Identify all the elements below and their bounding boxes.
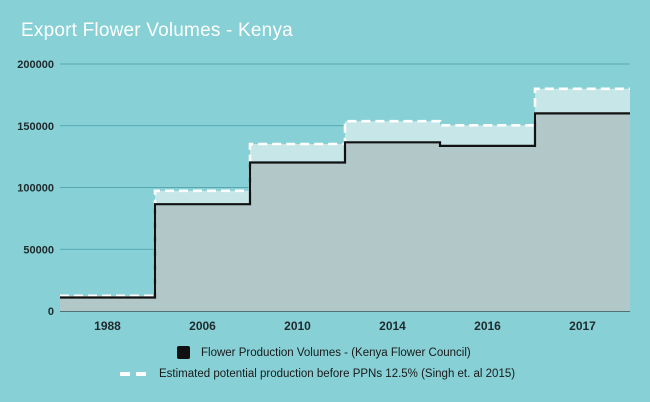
data-point-production[interactable] — [250, 161, 345, 165]
legend-label-production: Flower Production Volumes - (Kenya Flowe… — [201, 346, 471, 359]
legend-item-estimated[interactable]: Estimated potential production before PP… — [120, 368, 515, 380]
x-tick-label: 1988 — [94, 319, 121, 333]
y-tick-label: 200000 — [17, 59, 54, 71]
data-point-estimated[interactable] — [345, 119, 440, 123]
x-tick-label: 2016 — [474, 319, 501, 333]
data-point-production[interactable] — [155, 202, 250, 206]
data-point-estimated[interactable] — [155, 189, 250, 193]
data-point-estimated[interactable] — [535, 87, 630, 91]
data-point-production[interactable] — [440, 144, 535, 148]
x-tick-label: 2017 — [569, 319, 596, 333]
series-areas — [60, 88, 630, 312]
chart-title: Export Flower Volumes - Kenya — [21, 20, 293, 41]
series-lines — [60, 87, 630, 299]
data-point-estimated[interactable] — [250, 142, 345, 146]
legend-label-estimated: Estimated potential production before PP… — [159, 368, 516, 380]
data-point-production[interactable] — [345, 140, 440, 144]
series-area-production — [60, 113, 630, 312]
series-line-production — [60, 112, 630, 299]
x-tick-label: 2006 — [189, 319, 216, 333]
y-tick-label: 100000 — [17, 183, 54, 195]
legend-swatch-solid — [177, 346, 190, 359]
y-axis-ticks: 0 50000 100000 150000 200000 — [17, 59, 54, 318]
legend-swatch-dashed — [120, 371, 146, 377]
x-axis-ticks: 1988 2006 2010 2014 2016 2017 — [94, 319, 596, 333]
data-point-estimated[interactable] — [60, 294, 155, 298]
x-tick-label: 2010 — [284, 319, 311, 333]
y-tick-label: 0 — [48, 306, 54, 318]
legend-item-production[interactable]: Flower Production Volumes - (Kenya Flowe… — [177, 346, 471, 359]
data-point-estimated[interactable] — [440, 123, 535, 127]
data-point-production[interactable] — [535, 111, 630, 115]
y-tick-label: 150000 — [17, 121, 54, 133]
x-tick-label: 2014 — [379, 319, 406, 333]
y-tick-label: 50000 — [23, 244, 54, 256]
